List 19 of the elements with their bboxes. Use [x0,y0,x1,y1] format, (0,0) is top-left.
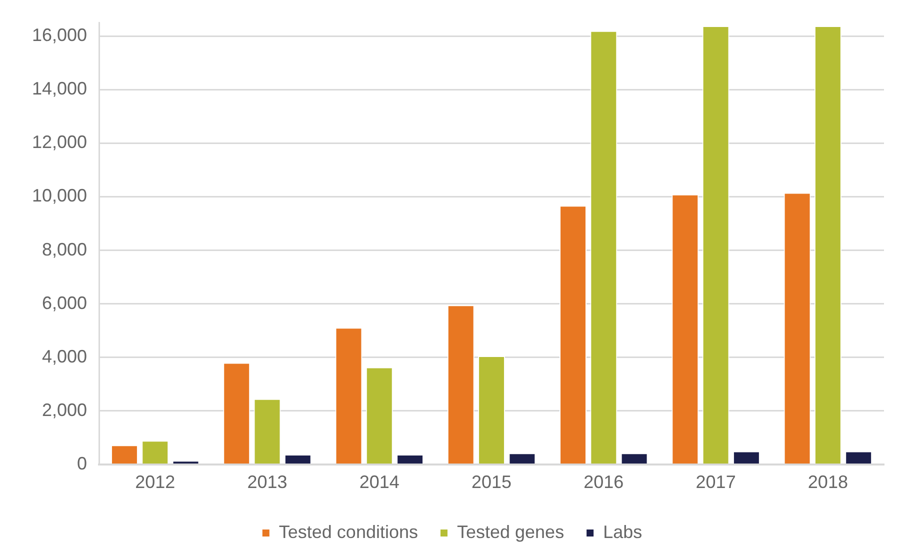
y-tick-label: 6,000 [42,292,88,313]
x-tick-label: 2014 [359,472,400,492]
y-tick-label: 8,000 [42,239,88,260]
legend-label: Tested genes [456,522,564,542]
y-tick-label: 10,000 [32,186,88,206]
y-tick-label: 4,000 [42,346,88,366]
x-tick-label: 2013 [247,472,288,492]
x-tick-label: 2017 [696,472,736,492]
y-tick-label: 0 [77,453,88,474]
x-tick-label: 2015 [472,472,512,492]
legend-label: Labs [603,522,642,542]
x-tick-label: 2016 [584,472,624,492]
y-tick-label: 14,000 [32,78,88,99]
x-tick-label: 2012 [135,472,176,492]
y-tick-label: 12,000 [32,132,88,152]
legend-label: Tested conditions [278,522,418,542]
y-tick-label: 2,000 [42,400,88,420]
x-tick-label: 2018 [808,472,848,492]
y-tick-label: 16,000 [32,25,88,46]
